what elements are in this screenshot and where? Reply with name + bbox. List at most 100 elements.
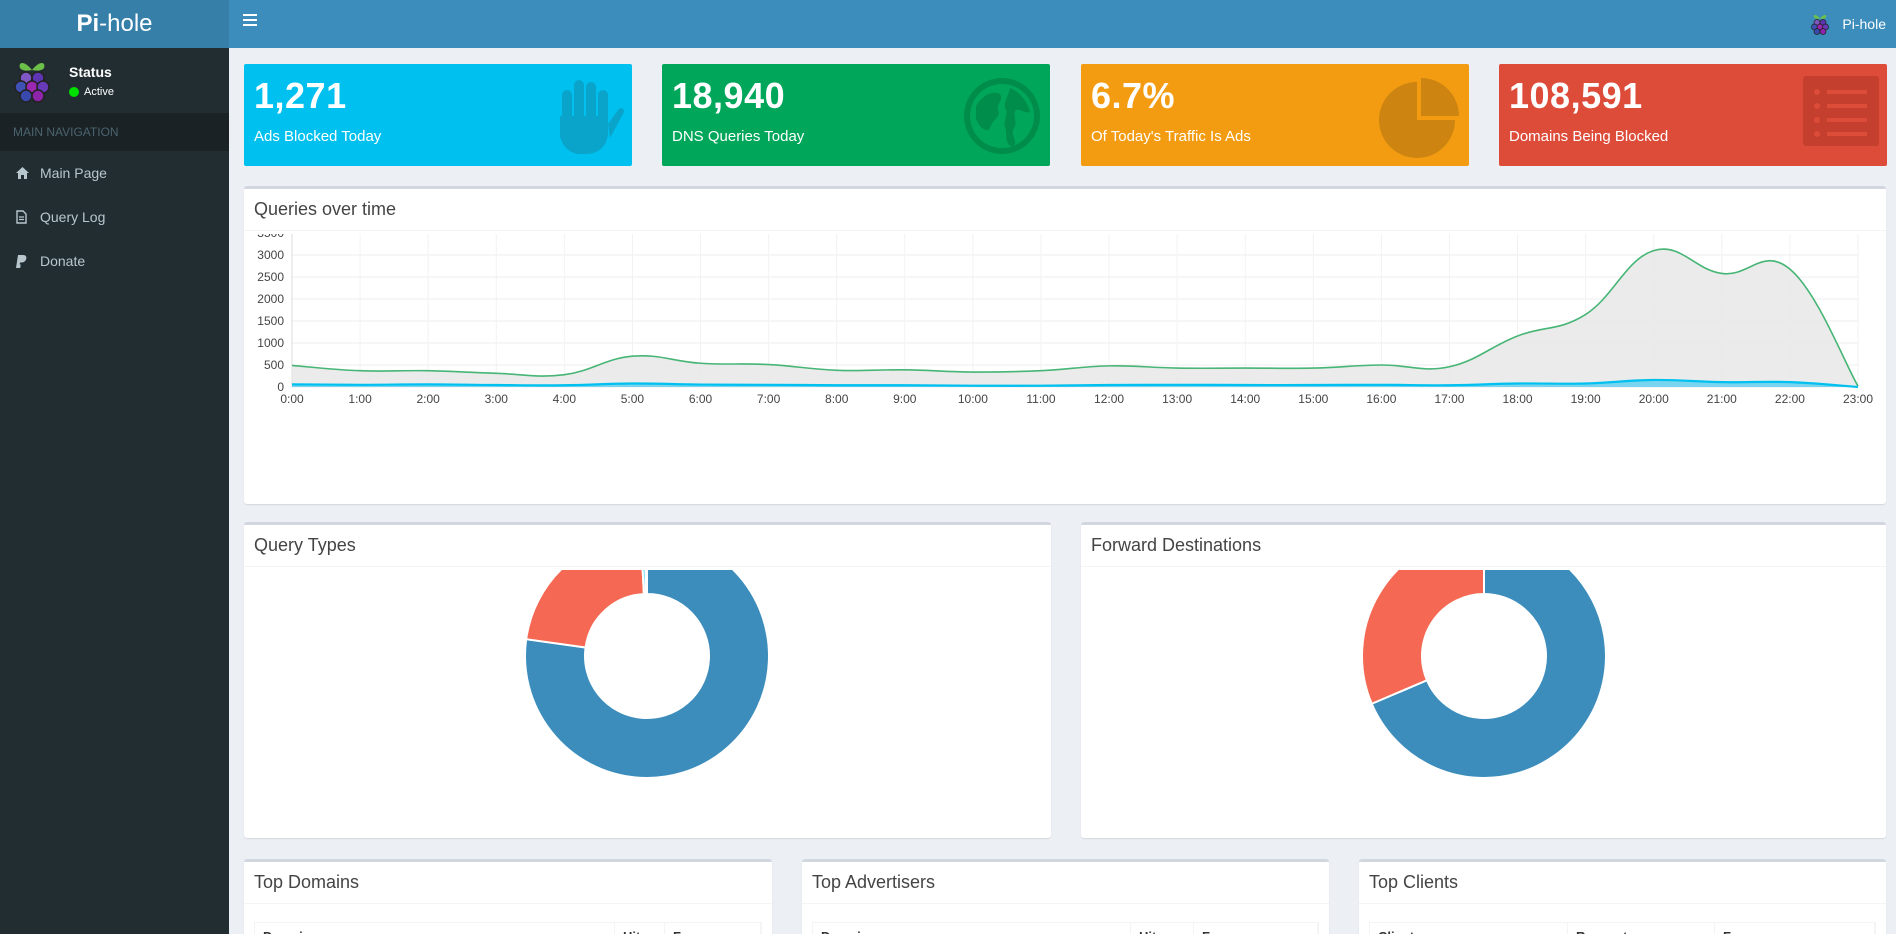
series-area bbox=[292, 249, 1858, 387]
home-icon bbox=[16, 167, 40, 179]
pie-slice[interactable] bbox=[525, 570, 645, 649]
x-tick-label: 19:00 bbox=[1571, 392, 1601, 406]
stat-box-domains-blocked: 108,591 Domains Being Blocked bbox=[1499, 64, 1887, 166]
logo[interactable]: Pi -hole bbox=[0, 0, 229, 48]
queries-over-time-panel: Queries over time 0 500 1000 1500 2000 2500 30… bbox=[244, 186, 1886, 504]
top-navbar: Pi-hole bbox=[229, 0, 1896, 48]
y-tick-label: 0 bbox=[277, 380, 284, 394]
stat-box-dns-queries: 18,940 DNS Queries Today bbox=[662, 64, 1050, 166]
pie-slice[interactable] bbox=[644, 570, 648, 596]
column-header[interactable]: Frequency bbox=[1715, 923, 1875, 934]
table-header: Client Requests Frequency bbox=[1369, 922, 1876, 934]
raspberry-icon bbox=[14, 62, 50, 103]
x-tick-label: 22:00 bbox=[1775, 392, 1805, 406]
query-types-chart[interactable] bbox=[244, 570, 1051, 838]
x-tick-label: 15:00 bbox=[1298, 392, 1328, 406]
x-tick-label: 16:00 bbox=[1366, 392, 1396, 406]
user-panel: Status Active bbox=[0, 48, 229, 113]
panel-title: Forward Destinations bbox=[1081, 525, 1886, 567]
top-user-name: Pi-hole bbox=[1842, 16, 1886, 32]
x-tick-label: 17:00 bbox=[1434, 392, 1464, 406]
x-tick-label: 18:00 bbox=[1503, 392, 1533, 406]
panel-title: Top Domains bbox=[244, 862, 772, 904]
x-tick-label: 6:00 bbox=[689, 392, 713, 406]
y-tick-label: 1000 bbox=[257, 336, 284, 350]
series-line[interactable] bbox=[291, 248, 1859, 387]
column-header[interactable]: Domain bbox=[813, 923, 1131, 934]
y-tick-label: 2500 bbox=[257, 270, 284, 284]
stat-label: Ads Blocked Today bbox=[254, 128, 382, 145]
top-advertisers-panel: Top Advertisers Domain Hits Frequency bbox=[802, 859, 1329, 934]
column-header[interactable]: Frequency bbox=[1194, 923, 1318, 934]
x-tick-label: 20:00 bbox=[1639, 392, 1669, 406]
stat-label: DNS Queries Today bbox=[672, 128, 805, 145]
x-tick-label: 9:00 bbox=[893, 392, 917, 406]
query-types-panel: Query Types bbox=[244, 522, 1051, 838]
stat-value: 108,591 bbox=[1509, 75, 1643, 116]
panel-title: Top Clients bbox=[1359, 862, 1886, 904]
column-header[interactable]: Hits bbox=[1131, 923, 1194, 934]
stat-label: Of Today's Traffic Is Ads bbox=[1091, 128, 1251, 145]
stat-label: Domains Being Blocked bbox=[1509, 128, 1669, 145]
x-tick-label: 2:00 bbox=[416, 392, 440, 406]
stat-box-ads-percentage: 6.7% Of Today's Traffic Is Ads bbox=[1081, 64, 1469, 166]
series-line[interactable] bbox=[291, 378, 1859, 389]
raspberry-icon bbox=[1811, 15, 1830, 35]
x-tick-label: 12:00 bbox=[1094, 392, 1124, 406]
sidebar-item-main-page[interactable]: Main Page bbox=[0, 151, 229, 195]
globe-icon bbox=[964, 78, 1040, 154]
logo-bold: Pi bbox=[76, 10, 100, 37]
x-tick-label: 1:00 bbox=[348, 392, 372, 406]
column-header[interactable]: Hits bbox=[615, 923, 665, 934]
pie-chart-icon bbox=[1379, 78, 1459, 158]
panel-title: Queries over time bbox=[244, 189, 1886, 231]
x-tick-label: 8:00 bbox=[825, 392, 849, 406]
pie-slice[interactable] bbox=[1370, 570, 1607, 779]
y-tick-label: 500 bbox=[264, 358, 284, 372]
stat-box-ads-blocked: 1,271 Ads Blocked Today bbox=[244, 64, 632, 166]
top-domains-panel: Top Domains Domain Hits Frequency bbox=[244, 859, 772, 934]
forward-destinations-panel: Forward Destinations bbox=[1081, 522, 1886, 838]
y-tick-label: 3500 bbox=[257, 234, 284, 240]
column-header[interactable]: Frequency bbox=[665, 923, 761, 934]
stat-value: 6.7% bbox=[1091, 75, 1176, 116]
hand-icon bbox=[560, 80, 624, 154]
pie-slice[interactable] bbox=[524, 570, 770, 779]
stat-value: 1,271 bbox=[254, 75, 347, 116]
sidebar-item-donate[interactable]: Donate bbox=[0, 239, 229, 283]
y-tick-label: 1500 bbox=[257, 314, 284, 328]
top-clients-panel: Top Clients Client Requests Frequency bbox=[1359, 859, 1886, 934]
queries-over-time-chart[interactable]: 050010001500200025003000350040000:001:00… bbox=[244, 234, 1886, 504]
column-header[interactable]: Domain bbox=[255, 923, 615, 934]
sidebar: Pi -hole Status Active MAIN NAVIGATION Ma… bbox=[0, 0, 229, 934]
sidebar-item-label: Donate bbox=[40, 253, 86, 269]
file-icon bbox=[16, 210, 40, 224]
column-header[interactable]: Client bbox=[1370, 923, 1568, 934]
sidebar-item-query-log[interactable]: Query Log bbox=[0, 195, 229, 239]
paypal-icon bbox=[16, 254, 40, 268]
x-tick-label: 21:00 bbox=[1707, 392, 1737, 406]
x-tick-label: 13:00 bbox=[1162, 392, 1192, 406]
pie-slice[interactable] bbox=[1361, 570, 1485, 706]
table-header: Domain Hits Frequency bbox=[254, 922, 762, 934]
logo-rest: -hole bbox=[99, 10, 153, 37]
forward-destinations-chart[interactable] bbox=[1081, 570, 1886, 838]
x-tick-label: 7:00 bbox=[757, 392, 781, 406]
top-user-menu[interactable]: Pi-hole bbox=[1810, 0, 1886, 48]
status-line: Active bbox=[69, 86, 114, 98]
menu-toggle-icon[interactable] bbox=[243, 14, 257, 28]
status-dot-icon bbox=[69, 86, 79, 97]
sidebar-item-label: Main Page bbox=[40, 165, 107, 181]
y-tick-label: 2000 bbox=[257, 292, 284, 306]
panel-title: Top Advertisers bbox=[802, 862, 1329, 904]
x-tick-label: 23:00 bbox=[1843, 392, 1873, 406]
column-header[interactable]: Requests bbox=[1568, 923, 1715, 934]
x-tick-label: 14:00 bbox=[1230, 392, 1260, 406]
x-tick-label: 5:00 bbox=[621, 392, 645, 406]
table-header: Domain Hits Frequency bbox=[812, 922, 1319, 934]
nav-header: MAIN NAVIGATION bbox=[0, 113, 229, 151]
status-value: Active bbox=[84, 85, 114, 98]
x-tick-label: 0:00 bbox=[280, 392, 304, 406]
x-tick-label: 10:00 bbox=[958, 392, 988, 406]
stat-value: 18,940 bbox=[672, 75, 786, 116]
